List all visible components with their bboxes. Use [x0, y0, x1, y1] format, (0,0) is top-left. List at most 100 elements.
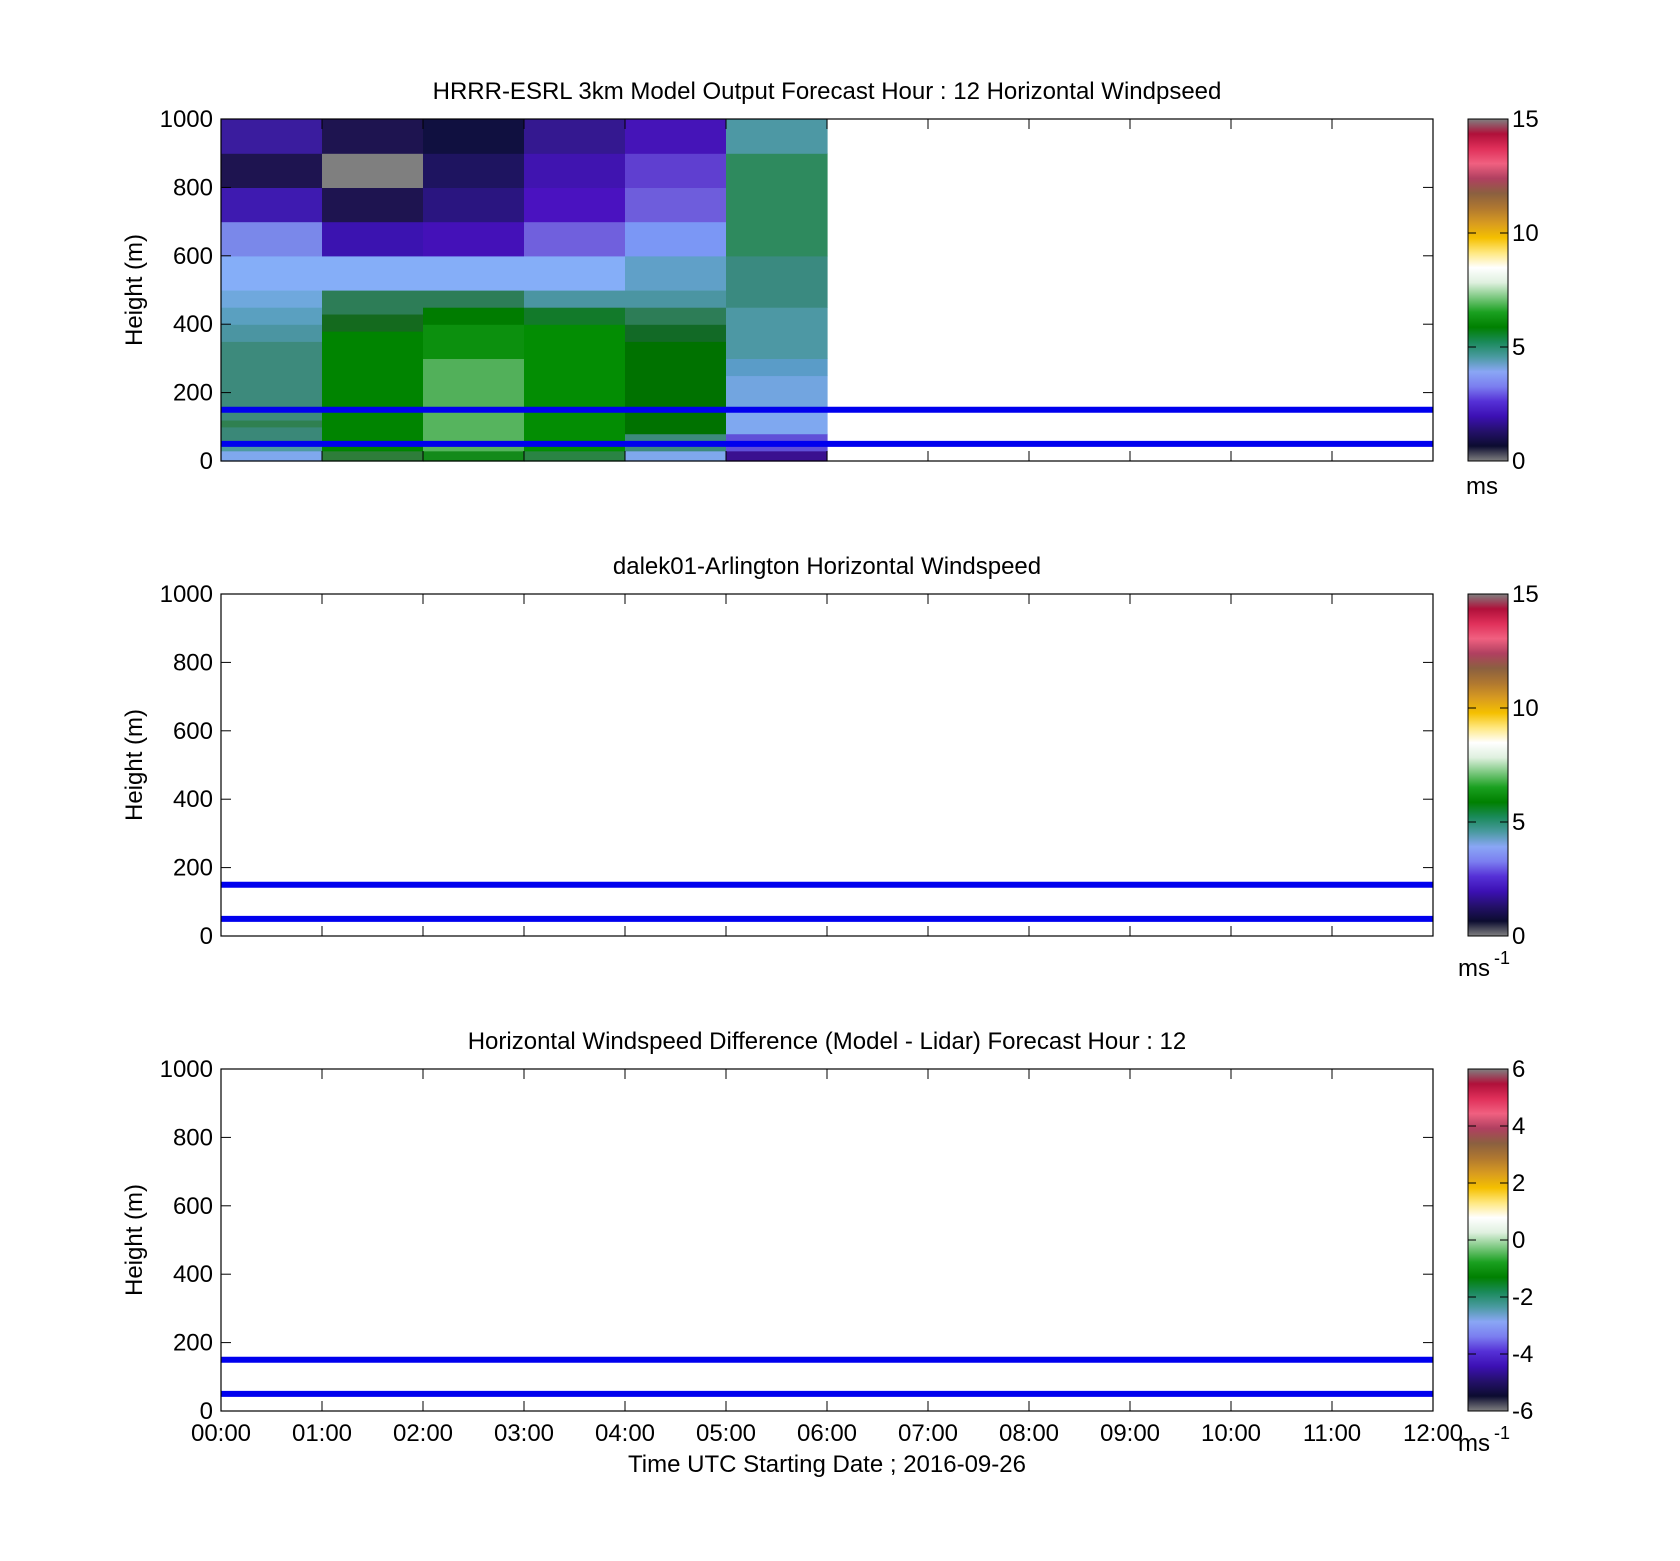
y-tick-label: 1000	[160, 106, 213, 133]
heatmap-cell	[625, 307, 727, 325]
y-tick-label: 1000	[160, 581, 213, 608]
heatmap-cell	[524, 255, 626, 291]
heatmap-cell	[726, 307, 828, 359]
heatmap-cell	[524, 450, 626, 462]
colorbar	[1467, 593, 1509, 937]
x-tick-label: 11:00	[1303, 1420, 1361, 1447]
x-tick-label: 08:00	[999, 1420, 1059, 1447]
y-tick-label: 1000	[160, 1056, 213, 1083]
heatmap-cell	[322, 255, 424, 291]
x-tick-label: 02:00	[393, 1420, 453, 1447]
panel-3: 0 200 400 600 800 1000 00:00 01:00 02:00 03:00 04:…	[121, 1028, 1533, 1478]
heatmap-cell	[625, 324, 727, 342]
heatmap-cell	[423, 290, 525, 308]
y-axis-label: Height (m)	[121, 234, 148, 346]
heatmap-cell	[221, 324, 323, 342]
colorbar-tick-label: -2	[1512, 1284, 1533, 1311]
heatmap-cell	[221, 290, 323, 308]
colorbar-tick-label: -6	[1512, 1398, 1533, 1425]
heatmap-cell	[524, 153, 626, 188]
x-tick-label: 01:00	[292, 1420, 352, 1447]
heatmap-cell	[423, 450, 525, 462]
colorbar-tick-label: 15	[1512, 106, 1539, 133]
x-tick-label: 10:00	[1201, 1420, 1261, 1447]
heatmap-cell	[625, 187, 727, 223]
y-axis-label: Height (m)	[121, 709, 148, 821]
y-tick-label: 800	[173, 649, 213, 676]
heatmap-cell	[322, 153, 424, 188]
heatmap-cell	[423, 358, 525, 411]
colorbar-unit-exponent: -1	[1494, 948, 1510, 968]
x-tick-label: 05:00	[696, 1420, 756, 1447]
heatmap-cell	[625, 153, 727, 188]
heatmap-cell	[726, 358, 828, 377]
heatmap-cell	[221, 119, 323, 154]
y-axis-label: Height (m)	[121, 1184, 148, 1296]
heatmap-cell	[221, 221, 323, 257]
y-tick-label: 200	[173, 855, 213, 882]
heatmap-cell	[221, 187, 323, 223]
y-tick-label: 600	[173, 1193, 213, 1220]
y-tick-label: 800	[173, 174, 213, 201]
heatmap-cell	[726, 409, 828, 435]
heatmap-cell	[524, 324, 626, 452]
heatmap-cell	[322, 187, 424, 223]
heatmap-cell	[322, 331, 424, 452]
y-tick-label: 200	[173, 380, 213, 407]
heatmap-cell	[322, 221, 424, 257]
colorbar-tick-label: 6	[1512, 1056, 1525, 1083]
heatmap-cell	[423, 307, 525, 325]
heatmap-cell	[625, 119, 727, 154]
colorbar	[1467, 118, 1509, 462]
heatmap-cell	[625, 221, 727, 257]
colorbar-tick-label: 5	[1512, 809, 1525, 836]
plot-area	[221, 1069, 1433, 1411]
heatmap-cell	[524, 119, 626, 154]
chart-title: dalek01-Arlington Horizontal Windspeed	[613, 553, 1041, 580]
colorbar-tick-label: 0	[1512, 448, 1525, 475]
heatmap-cell	[423, 119, 525, 154]
x-tick-label: 12:00	[1403, 1420, 1463, 1447]
colorbar-tick-label: 10	[1512, 695, 1539, 722]
heatmap-cell	[423, 255, 525, 291]
heatmap-cell	[221, 153, 323, 188]
heatmap-cell	[221, 443, 323, 452]
colorbar-tick-label: 4	[1512, 1113, 1525, 1140]
heatmap-cell	[524, 221, 626, 257]
heatmap-cell	[423, 324, 525, 359]
heatmap-cell	[726, 375, 828, 411]
y-tick-label: 0	[200, 448, 213, 475]
x-tick-label: 00:00	[191, 1420, 251, 1447]
colorbar-tick-label: 0	[1512, 923, 1525, 950]
y-tick-label: 600	[173, 718, 213, 745]
heatmap-cell	[726, 153, 828, 257]
x-tick-label: 07:00	[898, 1420, 958, 1447]
y-tick-label: 200	[173, 1330, 213, 1357]
heatmap-cell	[322, 450, 424, 462]
heatmap-cell	[423, 153, 525, 188]
x-tick-label: 04:00	[595, 1420, 655, 1447]
heatmap-cell	[221, 255, 323, 291]
heatmap-cell	[524, 290, 626, 308]
heatmap-cell	[221, 426, 323, 445]
heatmap-cell	[221, 307, 323, 325]
colorbar-unit-exponent: -1	[1494, 1423, 1510, 1443]
heatmap-cell	[423, 187, 525, 223]
y-tick-label: 400	[173, 311, 213, 338]
plot-area	[221, 594, 1433, 936]
y-tick-label: 0	[200, 1398, 213, 1425]
colorbar-tick-label: -4	[1512, 1341, 1533, 1368]
heatmap-cell	[322, 290, 424, 315]
chart-title: Horizontal Windspeed Difference (Model -…	[468, 1028, 1187, 1055]
colorbar-tick-label: 15	[1512, 581, 1539, 608]
y-tick-label: 600	[173, 243, 213, 270]
colorbar-tick-label: 0	[1512, 1227, 1525, 1254]
heatmap-cell	[524, 187, 626, 223]
x-axis-label: Time UTC Starting Date ; 2016-09-26	[628, 1451, 1026, 1478]
x-tick-label: 09:00	[1100, 1420, 1160, 1447]
y-tick-label: 400	[173, 1261, 213, 1288]
heatmap-cell	[221, 450, 323, 462]
colorbar-unit: ms	[1458, 1430, 1490, 1457]
panel-1: 0 200 400 600 800 1000 HRRR-ESRL 3km Model Out…	[121, 78, 1539, 500]
